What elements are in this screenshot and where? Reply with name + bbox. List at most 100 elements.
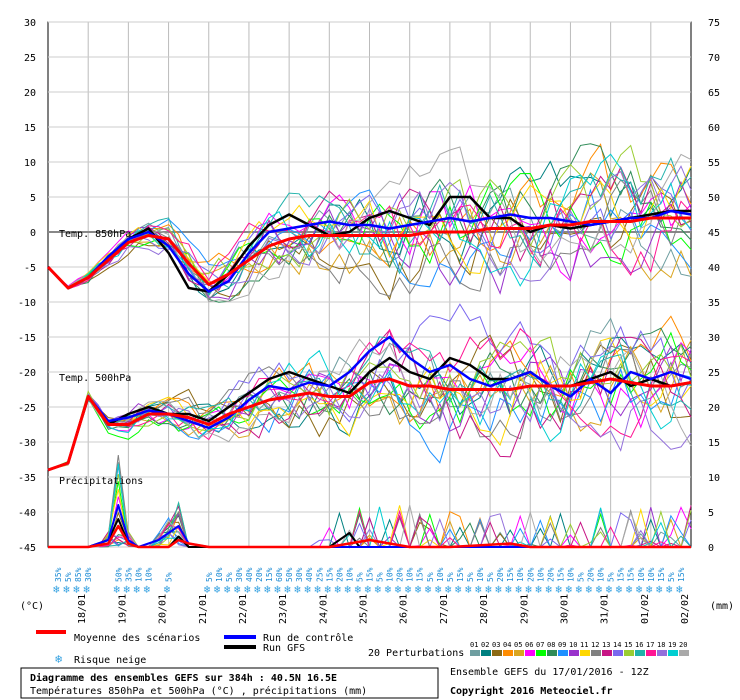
perturbation-number: 06	[525, 641, 533, 649]
perturbation-swatch	[514, 650, 524, 656]
snow-icon: ❄	[334, 583, 341, 596]
x-tick-label: 21/01	[198, 594, 209, 624]
perturbation-swatch	[613, 650, 623, 656]
left-tick-label: -45	[18, 543, 36, 554]
x-tick-label: 24/01	[318, 594, 329, 624]
snow-icon: ❄	[475, 583, 482, 596]
right-tick-label: 25	[708, 368, 720, 379]
snow-icon: ❄	[586, 583, 593, 596]
snow-icon: ❄	[385, 583, 392, 596]
snow-percent: 10%	[566, 567, 575, 582]
snow-percent: 5%	[355, 572, 364, 582]
left-tick-label: -15	[18, 333, 36, 344]
right-tick-label: 15	[708, 438, 720, 449]
right-tick-label: 0	[708, 543, 714, 554]
perturbation-swatch	[591, 650, 601, 656]
left-tick-label: -20	[18, 368, 36, 379]
perturbation-swatch	[525, 650, 535, 656]
snow-percent: 10%	[597, 567, 606, 582]
snow-icon: ❄	[565, 583, 572, 596]
chart-title: Diagramme des ensembles GEFS sur 384h : …	[30, 672, 337, 684]
x-tick-label: 01/02	[640, 594, 651, 624]
left-tick-label: -40	[18, 508, 36, 519]
perturbation-line	[47, 153, 692, 293]
snow-icon: ❄	[455, 583, 462, 596]
snow-percent: 10%	[406, 567, 415, 582]
snow-percent: 20%	[255, 567, 264, 582]
perturbation-swatch	[635, 650, 645, 656]
perturbation-line	[47, 156, 692, 296]
snow-icon: ❄	[254, 583, 261, 596]
legend-mean: Moyenne des scénarios	[74, 632, 200, 644]
snow-icon: ❄	[656, 583, 663, 596]
perturbation-number: 14	[613, 641, 621, 649]
snow-percent: 10%	[386, 567, 395, 582]
snow-icon: ❄	[314, 583, 321, 596]
perturbation-number: 02	[481, 641, 489, 649]
right-tick-label: 20	[708, 403, 720, 414]
perturbation-swatch	[569, 650, 579, 656]
snow-percent: 15%	[265, 567, 274, 582]
perturbation-line	[47, 146, 692, 303]
snow-icon: ❄	[143, 583, 150, 596]
perturbation-number: 20	[679, 641, 687, 649]
perturbation-line	[47, 336, 692, 471]
snow-icon: ❄	[676, 583, 683, 596]
legend-snow: Risque neige	[74, 655, 146, 666]
perturbation-swatch	[558, 650, 568, 656]
snow-icon: ❄	[596, 583, 603, 596]
left-tick-label: -10	[18, 298, 36, 309]
snow-percent: 5%	[466, 572, 475, 582]
perturbation-number: 13	[602, 641, 610, 649]
info-box	[20, 667, 439, 699]
t850-mean-line	[46, 216, 691, 290]
perturbation-number: 03	[492, 641, 500, 649]
legend-control: Run de contrôle	[263, 632, 353, 644]
snow-icon: ❄	[214, 583, 221, 596]
snow-icon: ❄	[505, 583, 512, 596]
main-lines	[46, 195, 692, 549]
perturbation-swatch	[536, 650, 546, 656]
left-tick-label: 25	[24, 53, 36, 64]
perturbation-swatch	[657, 650, 667, 656]
right-tick-label: 40	[708, 263, 720, 274]
snow-icon: ❄	[626, 583, 633, 596]
snow-percent: 35%	[54, 567, 63, 582]
right-axis-unit: (mm)	[710, 601, 734, 612]
snow-percent: 5%	[426, 572, 435, 582]
snow-percent: 5%	[667, 572, 676, 582]
perturbation-number: 15	[624, 641, 632, 649]
snow-risk-row: 35%❄5%❄85%❄30%❄50%❄35%❄10%❄10%❄5%❄5%❄10%…	[53, 567, 686, 596]
x-tick-label: 18/01	[77, 594, 88, 624]
snow-icon: ❄	[616, 583, 623, 596]
label-t500: Temp. 500hPa	[59, 373, 131, 384]
snow-percent: 50%	[114, 567, 123, 582]
perturbation-swatch	[679, 650, 689, 656]
perturbation-swatch	[547, 650, 557, 656]
snow-icon: ❄	[73, 583, 80, 596]
snow-icon: ❄	[435, 583, 442, 596]
perturbation-swatch	[503, 650, 513, 656]
snow-icon: ❄	[204, 583, 211, 596]
snow-icon: ❄	[485, 583, 492, 596]
snow-percent: 85%	[74, 567, 83, 582]
perturbation-number: 18	[657, 641, 665, 649]
x-tick-label: 23/01	[278, 594, 289, 624]
perturbation-line	[47, 188, 692, 288]
snow-icon: ❄	[264, 583, 271, 596]
legend: Moyenne des scénarios Run de contrôle Ru…	[36, 630, 689, 666]
left-tick-label: 0	[30, 228, 36, 239]
snow-icon: ❄	[123, 583, 130, 596]
snow-icon: ❄	[515, 583, 522, 596]
snow-icon: ❄	[83, 583, 90, 596]
snow-percent: 10%	[536, 567, 545, 582]
label-t850: Temp. 850hPa	[59, 229, 131, 240]
snow-percent: 5%	[576, 572, 585, 582]
perturbation-line	[47, 175, 692, 288]
perturbation-line	[47, 179, 692, 301]
right-tick-label: 45	[708, 228, 720, 239]
snow-percent: 15%	[366, 567, 375, 582]
left-tick-label: 30	[24, 18, 36, 29]
snow-percent: 15%	[556, 567, 565, 582]
